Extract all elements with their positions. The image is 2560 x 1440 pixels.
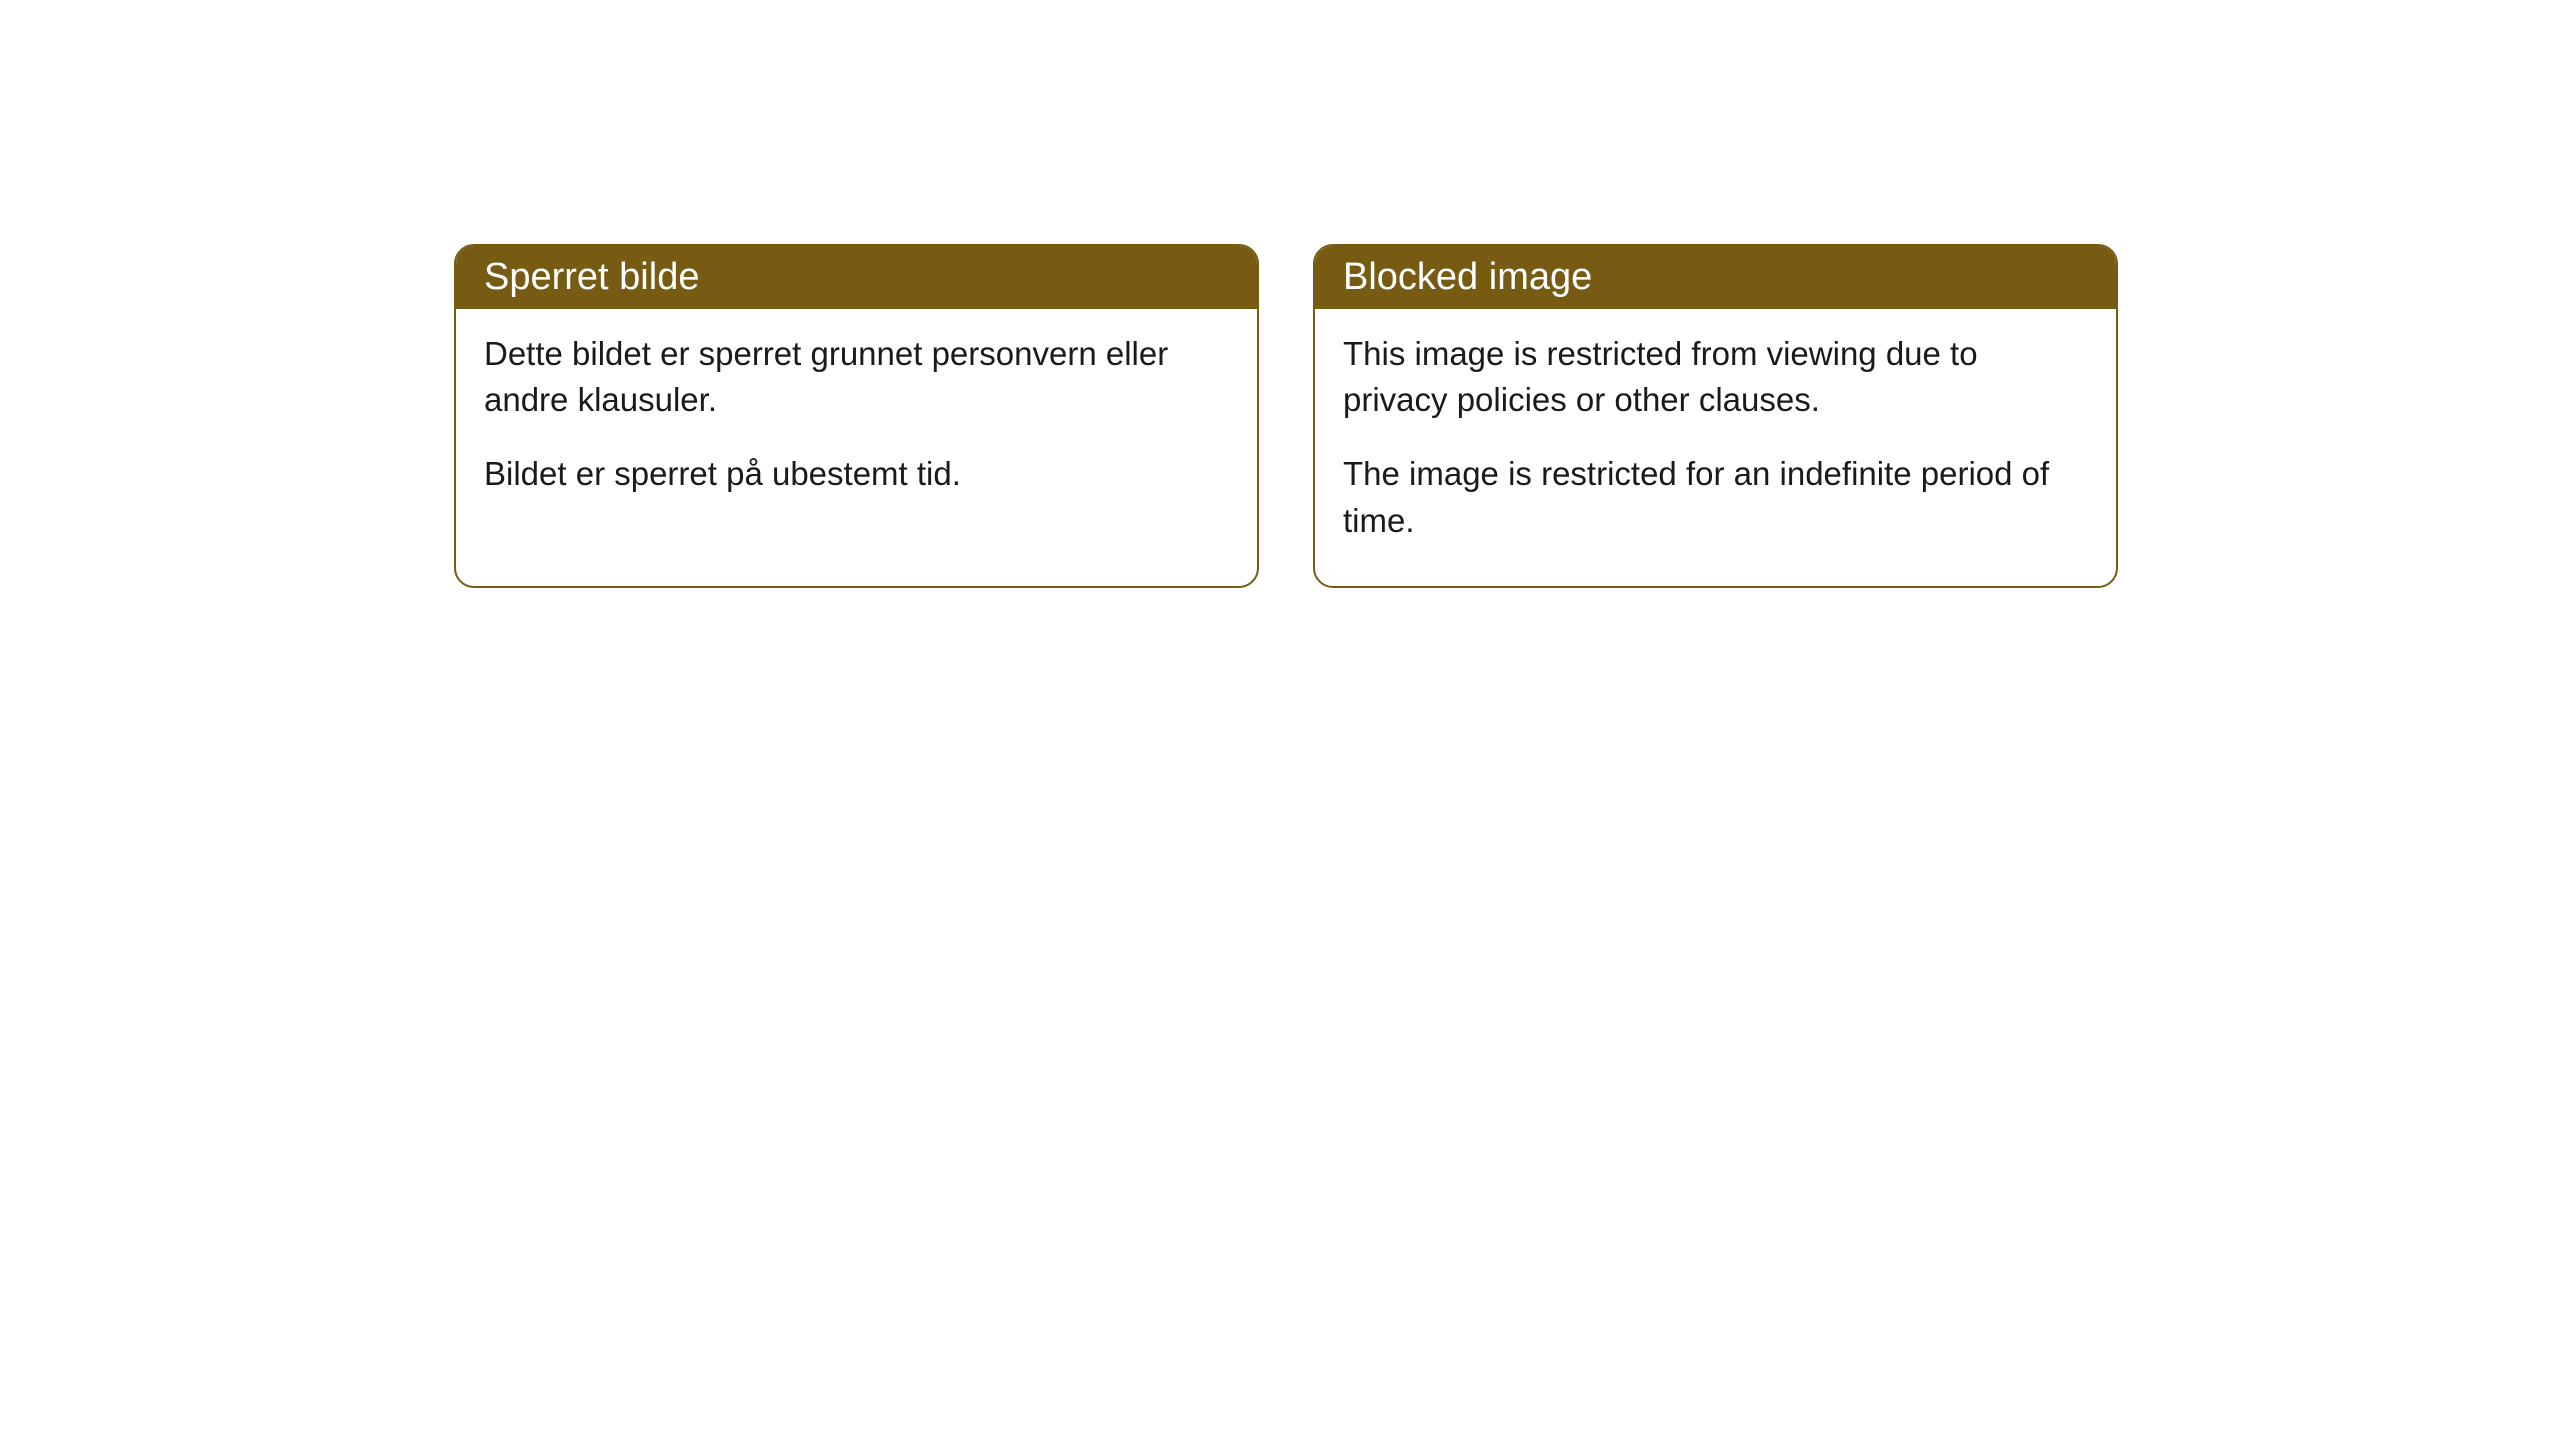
card-header-no: Sperret bilde (456, 246, 1257, 309)
notice-cards-container: Sperret bilde Dette bildet er sperret gr… (454, 244, 2118, 588)
blocked-image-card-no: Sperret bilde Dette bildet er sperret gr… (454, 244, 1259, 588)
card-paragraph-1-no: Dette bildet er sperret grunnet personve… (484, 331, 1229, 423)
card-paragraph-2-en: The image is restricted for an indefinit… (1343, 451, 2088, 543)
card-paragraph-1-en: This image is restricted from viewing du… (1343, 331, 2088, 423)
card-body-no: Dette bildet er sperret grunnet personve… (456, 309, 1257, 540)
card-body-en: This image is restricted from viewing du… (1315, 309, 2116, 586)
card-header-en: Blocked image (1315, 246, 2116, 309)
card-paragraph-2-no: Bildet er sperret på ubestemt tid. (484, 451, 1229, 497)
blocked-image-card-en: Blocked image This image is restricted f… (1313, 244, 2118, 588)
